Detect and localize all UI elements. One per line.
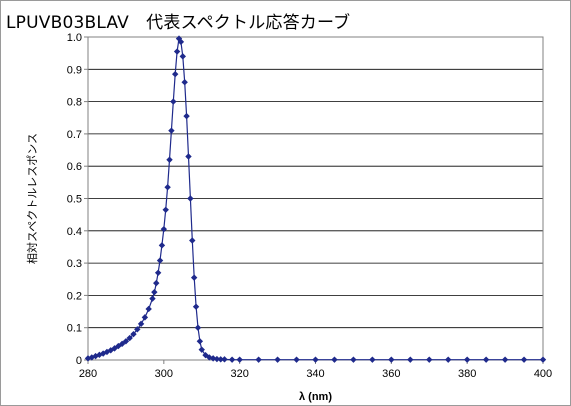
data-point [179, 53, 186, 60]
data-point [158, 242, 166, 249]
x-tick-label: 360 [382, 368, 400, 380]
data-point [255, 356, 262, 363]
y-tick-label: 0.9 [67, 64, 82, 76]
chart-title: LPUVB03BLAV 代表スペクトル応答カーブ [6, 13, 351, 33]
data-point [137, 320, 145, 328]
data-point [312, 356, 319, 363]
data-point [236, 356, 243, 363]
y-tick-label: 0 [76, 355, 82, 367]
y-tick-label: 0.3 [67, 258, 82, 270]
data-point [168, 127, 175, 134]
data-point [217, 356, 224, 363]
data-point [293, 356, 300, 363]
data-point [99, 350, 107, 357]
data-point [153, 279, 160, 287]
grid-lines [88, 68, 543, 329]
data-point [160, 225, 168, 233]
data-point [194, 324, 202, 331]
data-point [185, 153, 192, 160]
data-point [331, 356, 338, 363]
x-tick-label: 380 [458, 368, 476, 380]
y-tick-label: 0.7 [67, 129, 82, 141]
data-point [162, 206, 169, 214]
data-point [221, 356, 228, 363]
data-point [190, 274, 198, 281]
data-point [482, 356, 490, 363]
data-point [175, 35, 183, 42]
data-point [274, 356, 281, 363]
y-tick-label: 0.5 [67, 194, 82, 206]
data-point [520, 356, 528, 363]
data-point [228, 356, 236, 363]
y-tick-label: 0.6 [67, 161, 82, 173]
data-point [151, 288, 158, 296]
y-axis-title: 相対スペクトルレスポンス [25, 133, 39, 264]
data-point [122, 338, 130, 345]
y-tick-label: 0.1 [67, 323, 82, 335]
data-point [192, 303, 200, 310]
y-tick-label: 0.8 [67, 97, 82, 109]
data-point [177, 38, 185, 46]
data-point [164, 183, 171, 191]
data-point [170, 98, 177, 105]
data-point [198, 346, 205, 353]
data-point [141, 314, 149, 321]
data-point [130, 330, 137, 338]
data-point [166, 156, 173, 163]
data-point [172, 70, 179, 78]
data-point [539, 356, 547, 363]
data-point [181, 79, 188, 86]
tick-labels: 0 0.1 0.2 0.3 0.4 0.5 0.6 0.7 0.8 0.9 1.0 280 300 320… [67, 32, 552, 380]
x-tick-label: 340 [306, 368, 324, 380]
data-point [196, 338, 204, 345]
data-point [426, 356, 433, 363]
data-point [350, 356, 357, 363]
data-point [388, 356, 395, 363]
data-point [183, 112, 190, 120]
x-axis-title: λ (nm) [299, 391, 332, 403]
data-point [407, 356, 414, 363]
data-series [84, 35, 547, 363]
x-tick-label: 300 [155, 368, 173, 380]
data-point [445, 356, 452, 363]
x-tick-label: 280 [79, 368, 97, 380]
data-point [173, 48, 181, 55]
axes [84, 36, 544, 364]
data-point [189, 237, 196, 244]
data-point [369, 356, 376, 363]
data-point [154, 269, 162, 276]
data-point [134, 326, 141, 333]
series-line [87, 36, 543, 361]
data-point [145, 305, 152, 313]
data-point [156, 257, 164, 264]
data-point [187, 195, 194, 202]
data-point [213, 355, 221, 363]
data-point [126, 334, 133, 342]
data-point [501, 356, 509, 363]
x-tick-label: 320 [230, 368, 248, 380]
y-tick-label: 0.2 [67, 290, 82, 302]
data-point [111, 345, 118, 352]
data-point [463, 356, 471, 363]
y-tick-label: 1.0 [67, 32, 82, 44]
data-point [149, 295, 156, 302]
x-tick-label: 400 [534, 368, 552, 380]
y-tick-label: 0.4 [67, 226, 82, 238]
